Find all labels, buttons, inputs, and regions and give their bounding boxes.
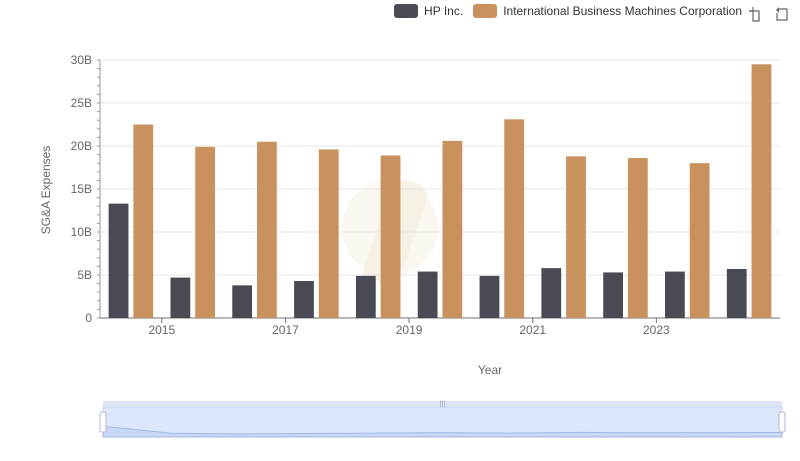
y-axis-title: SG&A Expenses [39,146,53,235]
zoom-grip-icon[interactable]: ||| [440,401,446,408]
bar-ibm [257,141,277,318]
x-tick-label: 2023 [643,323,670,337]
bar-ibm [689,163,710,318]
legend-item-hp[interactable]: HP Inc. [394,4,463,18]
x-tick-label: 2017 [272,323,299,337]
zoom-track [102,406,783,438]
legend-label-hp: HP Inc. [424,4,464,18]
bar-ibm [380,155,401,318]
bar-ibm [442,140,463,318]
legend-item-ibm[interactable]: International Business Machines Corporat… [473,4,742,18]
x-axis-title: Year [478,363,502,377]
y-tick-label: 5B [77,268,92,282]
y-tick-label: 20B [71,139,92,153]
legend-swatch-ibm [473,4,498,18]
y-tick-label: 25B [71,96,92,110]
y-tick-label: 30B [71,53,92,67]
bar-ibm [566,156,586,318]
legend: HP Inc. International Business Machines … [394,4,742,18]
restore-icon[interactable] [774,6,790,22]
bar-hp [170,277,191,318]
bar-ibm [504,119,525,318]
bar-hp [294,281,314,318]
toolbox [748,6,790,22]
bar-hp [355,275,376,318]
x-tick-label: 2015 [148,323,175,337]
zoom-preview-area [102,425,783,438]
bar-ibm [627,158,648,318]
bar-hp [232,285,253,318]
y-tick-label: 10B [71,225,92,239]
zoom-icon[interactable] [748,6,764,22]
legend-label-ibm: International Business Machines Corporat… [503,4,742,18]
bar-ibm [133,124,154,318]
bar-ibm [195,146,215,318]
zoom-selection [103,407,782,437]
y-tick-label: 15B [71,182,92,196]
bar-hp [541,268,562,318]
zoom-top-bar [103,401,782,407]
bar-hp [665,271,685,318]
bar-hp [603,272,623,318]
zoom-handle-right[interactable] [778,411,786,433]
y-tick-label: 0 [85,311,92,325]
x-tick-label: 2021 [519,323,546,337]
bar-hp [108,203,129,318]
bar-ibm [318,149,339,318]
legend-swatch-hp [394,4,419,18]
x-tick-label: 2019 [396,323,423,337]
bar-hp [479,275,500,318]
bar-ibm [751,64,772,318]
zoom-handle-left[interactable] [99,411,107,433]
bar-hp [726,268,747,318]
bar-hp [417,271,438,318]
